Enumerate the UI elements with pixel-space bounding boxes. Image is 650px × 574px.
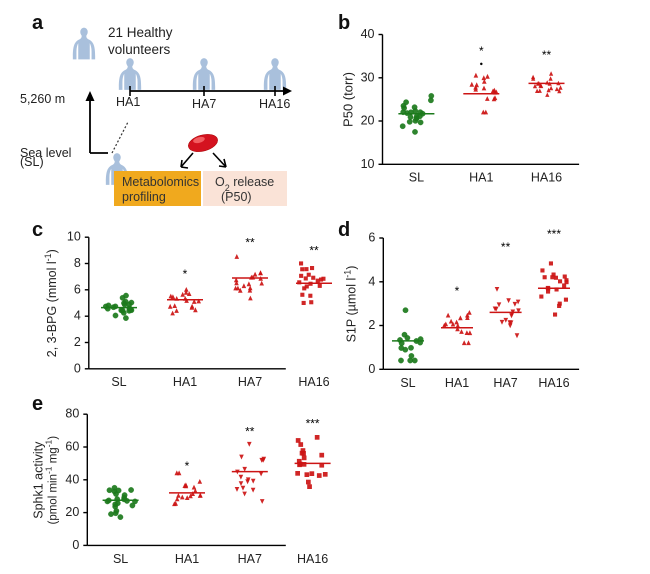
svg-text:20: 20 — [65, 505, 79, 519]
svg-text:**: ** — [501, 240, 511, 254]
svg-text:**: ** — [245, 235, 255, 249]
svg-text:SL: SL — [400, 376, 415, 390]
svg-text:2: 2 — [368, 318, 375, 332]
svg-text:HA16: HA16 — [297, 552, 328, 566]
svg-text:HA7: HA7 — [238, 375, 262, 389]
svg-text:HA16: HA16 — [259, 97, 290, 111]
svg-text:40: 40 — [65, 472, 79, 486]
svg-text:21 Healthy: 21 Healthy — [108, 25, 173, 40]
svg-text:**: ** — [542, 48, 552, 62]
svg-text:volunteers: volunteers — [108, 42, 171, 57]
svg-text:2, 3-BPG (mmol l-1): 2, 3-BPG (mmol l-1) — [43, 249, 59, 357]
svg-text:SL: SL — [409, 171, 424, 185]
svg-text:HA1: HA1 — [175, 552, 199, 566]
svg-text:***: *** — [547, 227, 561, 241]
svg-text:30: 30 — [361, 70, 375, 84]
svg-text:***: *** — [306, 416, 320, 430]
svg-text:Sphk1 activity: Sphk1 activity — [31, 441, 45, 519]
svg-text:2: 2 — [74, 335, 81, 349]
svg-text:(SL): (SL) — [20, 155, 44, 169]
svg-text:60: 60 — [65, 440, 79, 454]
svg-text:HA16: HA16 — [298, 375, 329, 389]
svg-text:(P50): (P50) — [221, 190, 252, 204]
svg-text:4: 4 — [74, 309, 81, 323]
svg-text:HA1: HA1 — [445, 376, 469, 390]
svg-text:Metabolomics: Metabolomics — [122, 175, 199, 189]
svg-text:8: 8 — [74, 256, 81, 270]
svg-text:10: 10 — [361, 157, 375, 171]
svg-text:HA16: HA16 — [531, 171, 562, 185]
svg-text:S1P (µmol l-1): S1P (µmol l-1) — [342, 266, 358, 343]
svg-text:*: * — [183, 267, 188, 281]
svg-text:*: * — [455, 284, 460, 298]
svg-text:(pmol min-1 mg-1): (pmol min-1 mg-1) — [43, 436, 59, 525]
svg-text:0: 0 — [74, 361, 81, 375]
svg-text:HA7: HA7 — [493, 376, 517, 390]
svg-text:0: 0 — [72, 538, 79, 552]
svg-text:HA7: HA7 — [238, 552, 262, 566]
svg-text:HA1: HA1 — [173, 375, 197, 389]
svg-text:HA7: HA7 — [192, 97, 216, 111]
svg-text:*: * — [185, 459, 190, 473]
svg-text:HA1: HA1 — [469, 171, 493, 185]
svg-text:80: 80 — [65, 407, 79, 421]
svg-text:SL: SL — [111, 375, 126, 389]
svg-text:10: 10 — [67, 230, 81, 244]
svg-text:HA1: HA1 — [116, 95, 140, 109]
svg-text:P50 (torr): P50 (torr) — [341, 72, 356, 127]
svg-text:*: * — [479, 44, 484, 58]
svg-text:profiling: profiling — [122, 190, 166, 204]
svg-text:6: 6 — [74, 282, 81, 296]
svg-text:20: 20 — [361, 114, 375, 128]
svg-text:SL: SL — [113, 552, 128, 566]
svg-text:5,260 m: 5,260 m — [20, 92, 65, 106]
svg-text:**: ** — [245, 425, 255, 439]
svg-text:**: ** — [309, 243, 319, 257]
svg-text:40: 40 — [361, 27, 375, 41]
svg-text:0: 0 — [368, 362, 375, 376]
svg-text:4: 4 — [368, 274, 375, 288]
svg-text:6: 6 — [368, 231, 375, 245]
svg-text:HA16: HA16 — [538, 376, 569, 390]
